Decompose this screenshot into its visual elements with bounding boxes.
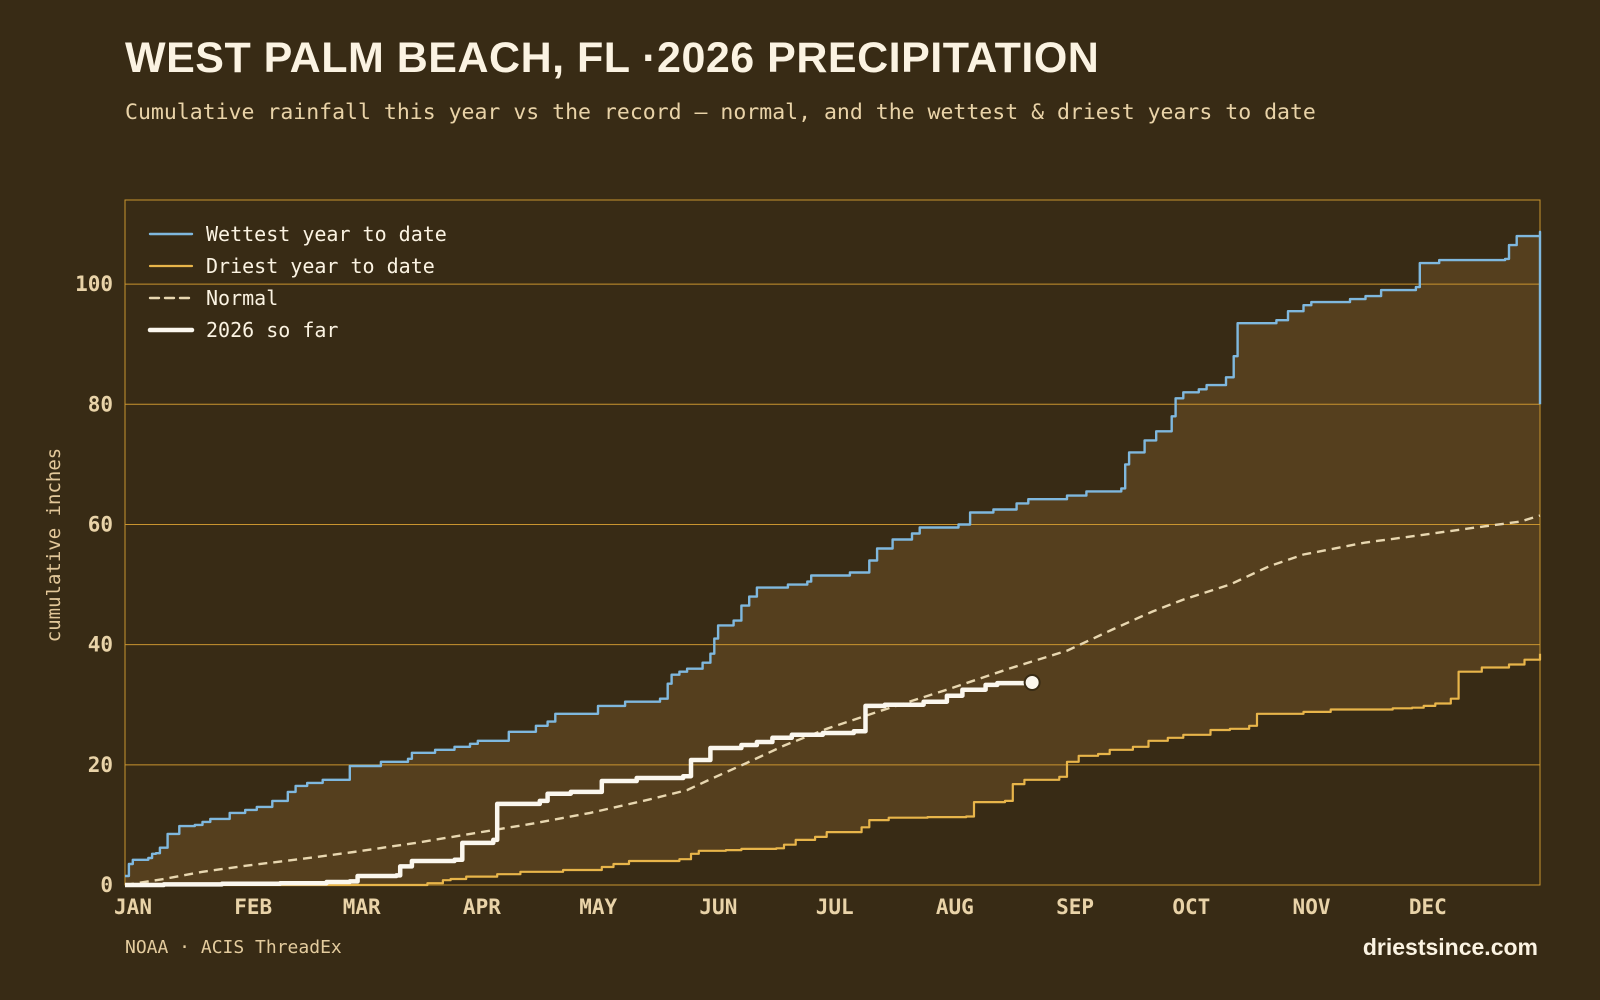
y-tick-label: 20 [88,753,113,777]
y-tick-label: 80 [88,392,113,416]
data-source-credit: NOAA · ACIS ThreadEx [125,937,342,958]
x-tick-label: AUG [936,895,974,919]
legend-label-current: 2026 so far [206,318,338,342]
x-tick-label: JAN [114,895,152,919]
plot-frame [124,199,1541,886]
y-axis-title: cumulative inches [43,448,65,642]
page-subtitle: Cumulative rainfall this year vs the rec… [125,100,1316,125]
record-range-band [125,231,1540,886]
x-tick-label: JUL [816,895,854,919]
page-title: WEST PALM BEACH, FL ·2026 PRECIPITATION [125,34,1100,82]
y-tick-label: 40 [88,633,113,657]
x-tick-label: DEC [1409,895,1447,919]
current-year-end-marker [1023,674,1041,692]
y-tick-label: 0 [100,873,113,897]
y-tick-label: 60 [88,512,113,536]
brand-link[interactable]: driestsince.com [1362,934,1538,960]
legend-label-wettest: Wettest year to date [206,222,447,246]
normal-series-line [124,514,1541,887]
driest-series-line [125,653,1542,887]
legend-label-normal: Normal [206,286,278,310]
legend-label-driest: Driest year to date [206,254,435,278]
x-tick-label: APR [463,895,501,919]
x-tick-label: JUN [699,895,737,919]
x-tick-label: MAY [579,895,617,919]
x-tick-label: MAR [343,895,381,919]
wettest-series-line [125,230,1542,878]
current-year-series-line [125,680,1035,888]
x-tick-label: FEB [234,895,272,919]
x-tick-label: OCT [1172,895,1210,919]
x-tick-label: SEP [1056,895,1094,919]
x-tick-label: NOV [1293,895,1331,919]
y-tick-label: 100 [75,272,113,296]
